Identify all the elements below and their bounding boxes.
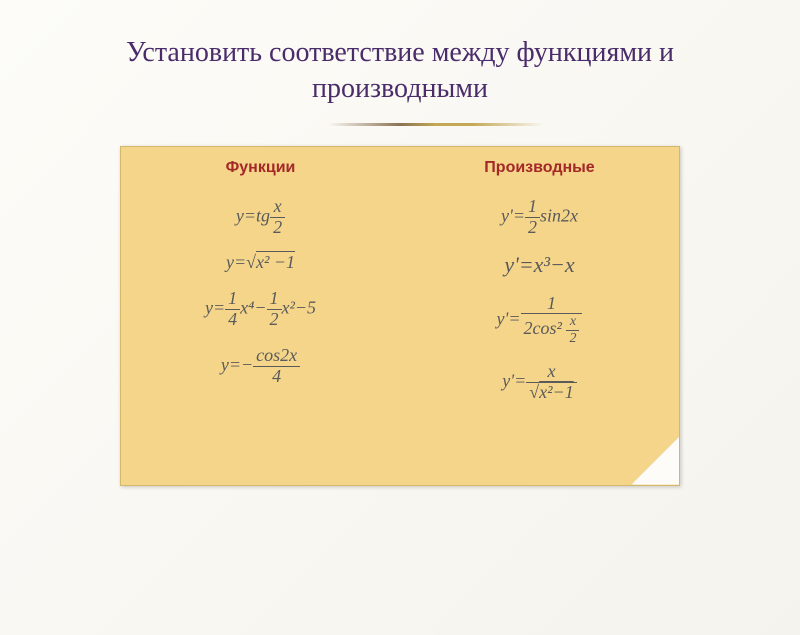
- numerator: 1: [525, 197, 540, 218]
- formula-tail: sin2x: [540, 205, 578, 225]
- fraction: 14: [225, 289, 240, 330]
- sqrt-icon: √: [529, 382, 539, 402]
- formula-left-4: y=−cos2x4: [221, 346, 300, 387]
- denominator: 2cos² x2: [521, 314, 583, 346]
- formula-left-1: y=tgx2: [236, 197, 285, 238]
- formula-prefix: y=−: [221, 354, 253, 374]
- denominator: 4: [253, 367, 300, 387]
- formula-right-3: y'=12cos² x2: [497, 294, 583, 347]
- title-underline: [40, 123, 760, 126]
- column-derivatives: Производные y'=12sin2x y'=x³−x y'=12cos²…: [400, 147, 679, 485]
- formula-prefix: y'=: [497, 308, 521, 328]
- sqrt-body: x²−1: [539, 382, 574, 402]
- formula-prefix: y=: [226, 252, 246, 272]
- formula-right-2: y'=x³−x: [504, 253, 574, 277]
- denominator: 2: [566, 331, 579, 346]
- denominator: 2: [267, 310, 282, 330]
- formula-prefix: y'=: [502, 371, 526, 391]
- denominator: 2: [270, 218, 285, 238]
- nested-fraction: x2: [566, 314, 579, 346]
- numerator: x: [566, 314, 579, 330]
- denominator: 4: [225, 310, 240, 330]
- sqrt-icon: √: [246, 252, 256, 272]
- formula-mid: x⁴−: [240, 298, 266, 318]
- formula-prefix: y=: [205, 298, 225, 318]
- formula-right-1: y'=12sin2x: [501, 197, 578, 238]
- numerator: 1: [267, 289, 282, 310]
- fraction: 12: [267, 289, 282, 330]
- formula-left-2: y=√x² −1: [226, 253, 295, 273]
- numerator: x: [270, 197, 285, 218]
- fraction: x2: [270, 197, 285, 238]
- content-box: Функции y=tgx2 y=√x² −1 y=14x⁴−12x²−5 y=…: [120, 146, 680, 486]
- content-wrapper: Функции y=tgx2 y=√x² −1 y=14x⁴−12x²−5 y=…: [0, 146, 800, 486]
- slide-title: Установить соответствие между функциями …: [0, 35, 800, 108]
- fraction: 12: [525, 197, 540, 238]
- fraction: x√x²−1: [526, 362, 576, 403]
- column-title-left: Функции: [226, 159, 296, 177]
- formula-right-4: y'=x√x²−1: [502, 362, 576, 403]
- formula-prefix: y'=: [501, 205, 525, 225]
- formula-left-3: y=14x⁴−12x²−5: [205, 289, 316, 330]
- numerator: cos2x: [253, 346, 300, 367]
- denominator: 2: [525, 218, 540, 238]
- formula-tail: x²−5: [282, 298, 317, 318]
- formula-prefix: y=tg: [236, 205, 270, 225]
- numerator: x: [526, 362, 576, 383]
- fraction: 12cos² x2: [521, 294, 583, 347]
- denominator: √x²−1: [526, 383, 576, 403]
- numerator: 1: [225, 289, 240, 310]
- sqrt-body: x² −1: [256, 252, 295, 272]
- fraction: cos2x4: [253, 346, 300, 387]
- column-title-right: Производные: [484, 159, 594, 177]
- column-functions: Функции y=tgx2 y=√x² −1 y=14x⁴−12x²−5 y=…: [121, 147, 400, 485]
- numerator: 1: [521, 294, 583, 315]
